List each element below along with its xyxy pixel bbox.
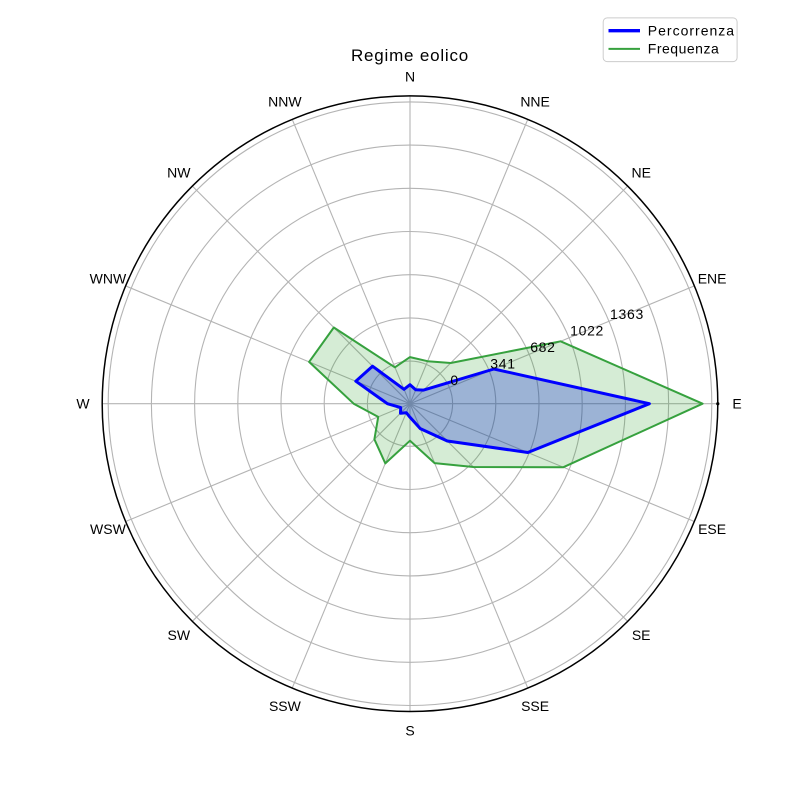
svg-text:341: 341 xyxy=(490,355,515,371)
svg-text:682: 682 xyxy=(530,339,555,355)
svg-text:Percorrenza: Percorrenza xyxy=(648,22,735,38)
svg-text:SSE: SSE xyxy=(521,698,549,714)
svg-text:ESE: ESE xyxy=(698,521,726,537)
svg-text:1022: 1022 xyxy=(570,322,604,338)
svg-text:Regime eolico: Regime eolico xyxy=(351,46,469,65)
svg-text:NW: NW xyxy=(167,165,191,181)
svg-text:S: S xyxy=(405,723,414,739)
svg-text:WNW: WNW xyxy=(90,271,127,287)
svg-text:1363: 1363 xyxy=(610,306,644,322)
svg-text:SE: SE xyxy=(632,627,651,643)
svg-text:SW: SW xyxy=(168,627,191,643)
svg-text:ENE: ENE xyxy=(698,271,727,287)
svg-text:E: E xyxy=(732,396,741,412)
svg-text:NNW: NNW xyxy=(268,94,302,110)
svg-text:NE: NE xyxy=(631,165,650,181)
svg-text:WSW: WSW xyxy=(90,521,127,537)
svg-text:W: W xyxy=(76,396,90,412)
svg-text:NNE: NNE xyxy=(520,94,550,110)
svg-text:SSW: SSW xyxy=(269,698,302,714)
svg-text:Frequenza: Frequenza xyxy=(648,41,719,57)
svg-text:0: 0 xyxy=(450,372,459,388)
svg-text:N: N xyxy=(405,69,415,85)
